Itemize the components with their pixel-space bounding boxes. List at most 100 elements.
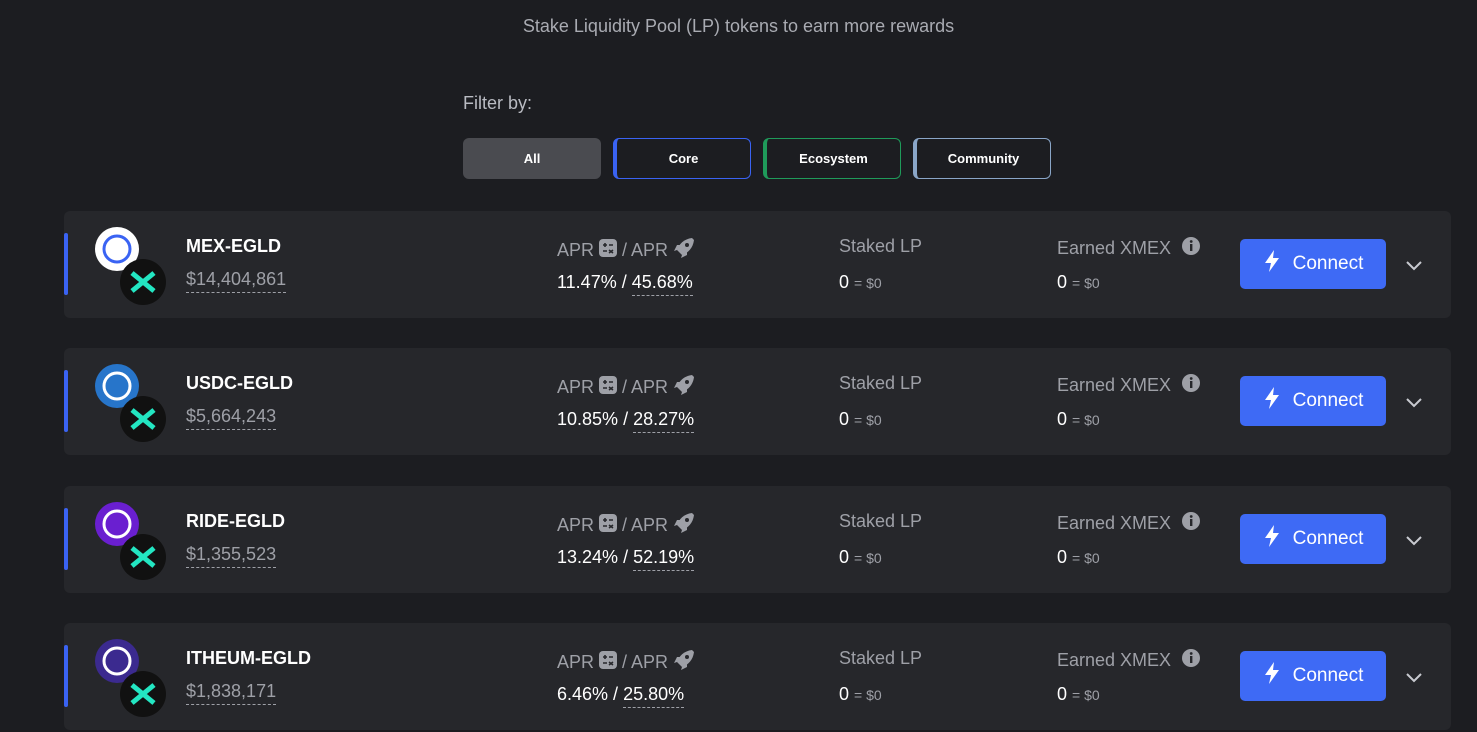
earned-amount: 0	[1057, 409, 1068, 429]
staked-value: = $0	[854, 687, 882, 703]
boosted-apr: 25.80%	[623, 684, 685, 708]
connect-button[interactable]: Connect	[1240, 239, 1386, 289]
boosted-apr: 52.19%	[633, 547, 695, 571]
row-accent	[64, 370, 68, 432]
boosted-apr-label: / APR	[622, 377, 669, 397]
liquidity: $1,838,171	[186, 681, 277, 705]
row-accent	[64, 645, 68, 707]
pair-name: ITHEUM-EGLD	[186, 648, 311, 668]
apr-label-text: APR	[557, 515, 595, 535]
apr-separator: /	[621, 272, 627, 292]
earned-label-text: Earned XMEX	[1057, 375, 1172, 395]
base-apr: 13.24%	[557, 547, 619, 567]
rocket-icon	[672, 511, 696, 540]
expand-chevron	[1405, 259, 1423, 277]
token-icon	[94, 363, 168, 450]
apr-values: 11.47%/45.68%	[557, 272, 693, 296]
connect-button[interactable]: Connect	[1240, 376, 1386, 426]
earned-values: 0 = $0	[1057, 272, 1100, 293]
earned-values: 0 = $0	[1057, 684, 1100, 705]
expand-chevron-graphic	[1406, 673, 1422, 683]
apr-separator: /	[623, 409, 629, 429]
earned-label: Earned XMEX	[1057, 511, 1201, 536]
earned-label-text: Earned XMEX	[1057, 238, 1172, 258]
staked-value: = $0	[854, 275, 882, 291]
base-apr: 10.85%	[557, 409, 619, 429]
apr-separator: /	[613, 684, 619, 704]
liquidity: $5,664,243	[186, 406, 277, 430]
earned-value: = $0	[1072, 550, 1100, 566]
token-icon-graphic	[95, 639, 166, 717]
earned-amount: 0	[1057, 547, 1068, 567]
expand-chevron	[1405, 534, 1423, 552]
connect-button[interactable]: Connect	[1240, 514, 1386, 564]
filter-button[interactable]: All	[463, 138, 601, 179]
apr-values: 10.85%/28.27%	[557, 409, 695, 433]
row-accent	[64, 508, 68, 570]
liquidity: $14,404,861	[186, 269, 287, 293]
farm-row: ITHEUM-EGLD $1,838,171 APR / APR 6.46%/25.80…	[64, 623, 1451, 730]
info-icon	[1181, 511, 1201, 536]
apr-label: APR / APR	[557, 648, 696, 677]
token-icon	[94, 226, 168, 313]
rocket-graphic	[674, 238, 695, 258]
calc-graphic	[599, 514, 618, 532]
bolt-graphic	[1264, 387, 1279, 409]
token-icon	[94, 638, 168, 725]
staked-values: 0 = $0	[839, 684, 882, 705]
expand-chevron-graphic	[1406, 398, 1422, 408]
pair-name: RIDE-EGLD	[186, 511, 285, 531]
rocket-graphic	[674, 513, 695, 533]
rocket-icon	[672, 236, 696, 265]
rocket-graphic	[674, 650, 695, 670]
earned-label: Earned XMEX	[1057, 373, 1201, 398]
connect-button[interactable]: Connect	[1240, 651, 1386, 701]
expand-chevron	[1405, 671, 1423, 689]
earned-value: = $0	[1072, 275, 1100, 291]
calc-graphic	[599, 651, 618, 669]
apr-separator: /	[623, 547, 629, 567]
rocket-graphic	[674, 375, 695, 395]
subtitle: Stake Liquidity Pool (LP) tokens to earn…	[522, 16, 955, 36]
info-icon	[1181, 236, 1201, 261]
staked-amount: 0	[839, 409, 850, 429]
token-icon	[94, 501, 168, 588]
earned-label: Earned XMEX	[1057, 648, 1201, 673]
farm-row: USDC-EGLD $5,664,243 APR / APR 10.85%/28.27%…	[64, 348, 1451, 455]
earned-amount: 0	[1057, 272, 1068, 292]
pair-name: USDC-EGLD	[186, 373, 293, 393]
calc-icon	[598, 650, 618, 675]
apr-values: 6.46%/25.80%	[557, 684, 685, 708]
earned-label: Earned XMEX	[1057, 236, 1201, 261]
calc-icon	[598, 513, 618, 538]
expand-chevron-graphic	[1406, 261, 1422, 271]
calc-icon	[598, 238, 618, 263]
bolt-graphic	[1264, 662, 1279, 684]
base-apr: 6.46%	[557, 684, 609, 704]
staked-value: = $0	[854, 550, 882, 566]
boosted-apr: 45.68%	[631, 272, 693, 296]
staked-values: 0 = $0	[839, 409, 882, 430]
filter-button[interactable]: Core	[613, 138, 751, 179]
apr-label: APR / APR	[557, 373, 696, 402]
bolt-icon	[1263, 661, 1281, 691]
farm-row: MEX-EGLD $14,404,861 APR / APR 11.47%/45.68%…	[64, 211, 1451, 318]
staked-amount: 0	[839, 684, 850, 704]
filter-button[interactable]: Community	[913, 138, 1051, 179]
boosted-apr-label: / APR	[622, 240, 669, 260]
base-apr: 11.47%	[557, 272, 617, 292]
staked-label: Staked LP	[839, 648, 923, 668]
boosted-apr: 28.27%	[633, 409, 695, 433]
earned-values: 0 = $0	[1057, 409, 1100, 430]
info-graphic	[1182, 237, 1201, 255]
staked-label: Staked LP	[839, 236, 923, 256]
info-graphic	[1182, 512, 1201, 530]
staked-values: 0 = $0	[839, 272, 882, 293]
farm-row: RIDE-EGLD $1,355,523 APR / APR 13.24%/52.19%…	[64, 486, 1451, 593]
filter-button[interactable]: Ecosystem	[763, 138, 901, 179]
boosted-apr-label: / APR	[622, 515, 669, 535]
info-graphic	[1182, 374, 1201, 392]
connect-text: Connect	[1292, 253, 1364, 274]
staked-amount: 0	[839, 547, 850, 567]
